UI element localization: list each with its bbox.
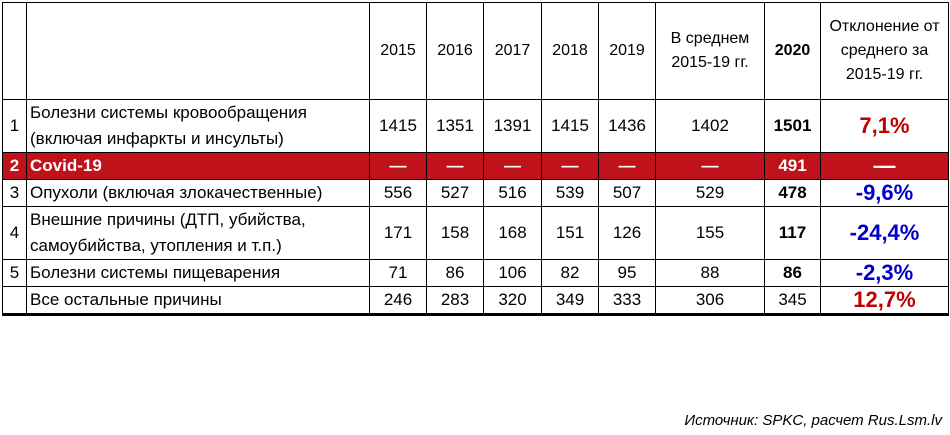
deviation-cell: -9,6% bbox=[820, 179, 949, 207]
value-cell: 478 bbox=[764, 179, 821, 207]
value-cell: 1436 bbox=[598, 99, 656, 153]
table-row: 4 Внешние причины (ДТП, убийства, самоуби… bbox=[2, 206, 949, 260]
cause-name: Все остальные причины bbox=[26, 286, 370, 315]
value-cell: 86 bbox=[426, 259, 484, 287]
value-cell: 155 bbox=[655, 206, 765, 260]
value-cell: 507 bbox=[598, 179, 656, 207]
deviation-cell: -24,4% bbox=[820, 206, 949, 260]
value-cell: 349 bbox=[541, 286, 599, 315]
cause-name: Опухоли (включая злокачественные) bbox=[26, 179, 370, 207]
value-cell: — bbox=[598, 152, 656, 180]
value-cell: — bbox=[541, 152, 599, 180]
value-cell: 71 bbox=[369, 259, 427, 287]
table-row: 2 Covid-19— — — — — —491— bbox=[2, 152, 949, 180]
value-cell: — bbox=[655, 152, 765, 180]
deviation-cell: 7,1% bbox=[820, 99, 949, 153]
value-cell: 126 bbox=[598, 206, 656, 260]
value-cell: 556 bbox=[369, 179, 427, 207]
deviation-cell: — bbox=[820, 152, 949, 180]
value-cell: 306 bbox=[655, 286, 765, 315]
value-cell: 320 bbox=[483, 286, 542, 315]
table-row: 5 Болезни системы пищеварения 71 86 106 82 95 8… bbox=[2, 259, 949, 287]
cause-name: Covid-19 bbox=[26, 152, 370, 180]
value-cell: — bbox=[426, 152, 484, 180]
value-cell: 283 bbox=[426, 286, 484, 315]
value-cell: 1351 bbox=[426, 99, 484, 153]
header-cell bbox=[26, 2, 370, 100]
value-cell: 246 bbox=[369, 286, 427, 315]
value-cell: 117 bbox=[764, 206, 821, 260]
value-cell: 86 bbox=[764, 259, 821, 287]
value-cell: 1391 bbox=[483, 99, 542, 153]
header-cell: 2018 bbox=[541, 2, 599, 100]
table-row: 1 Болезни системы кровообращения (включая… bbox=[2, 99, 949, 153]
row-number: 1 bbox=[2, 99, 27, 153]
header-cell: Отклонение от среднего за 2015-19 гг. bbox=[820, 2, 949, 100]
value-cell: 106 bbox=[483, 259, 542, 287]
header-cell: 2017 bbox=[483, 2, 542, 100]
value-cell: 491 bbox=[764, 152, 821, 180]
row-number: 4 bbox=[2, 206, 27, 260]
header-cell: В среднем 2015-19 гг. bbox=[655, 2, 765, 100]
value-cell: 1415 bbox=[541, 99, 599, 153]
value-cell: 1501 bbox=[764, 99, 821, 153]
table-row: Все остальные причины 246 283 320 349 333 306 3… bbox=[2, 286, 949, 315]
mortality-table: 2015 2016 2017 2018 2019 В среднем 2015-19 гг… bbox=[2, 2, 949, 316]
value-cell: 345 bbox=[764, 286, 821, 315]
header-cell bbox=[2, 2, 27, 100]
value-cell: 88 bbox=[655, 259, 765, 287]
row-number: 2 bbox=[2, 152, 27, 180]
header-row: 2015 2016 2017 2018 2019 В среднем 2015-19 гг… bbox=[2, 2, 949, 100]
value-cell: 529 bbox=[655, 179, 765, 207]
value-cell: 1415 bbox=[369, 99, 427, 153]
source-note: Источник: SPKC, расчет Rus.Lsm.lv bbox=[684, 412, 942, 429]
header-cell: 2020 bbox=[764, 2, 821, 100]
cause-name: Болезни системы пищеварения bbox=[26, 259, 370, 287]
value-cell: 539 bbox=[541, 179, 599, 207]
value-cell: 171 bbox=[369, 206, 427, 260]
deviation-cell: -2,3% bbox=[820, 259, 949, 287]
value-cell: 95 bbox=[598, 259, 656, 287]
header-cell: 2019 bbox=[598, 2, 656, 100]
row-number: 5 bbox=[2, 259, 27, 287]
cause-name: Болезни системы кровообращения (включая … bbox=[26, 99, 370, 153]
value-cell: — bbox=[483, 152, 542, 180]
cause-name: Внешние причины (ДТП, убийства, самоубий… bbox=[26, 206, 370, 260]
header-cell: 2016 bbox=[426, 2, 484, 100]
deviation-cell: 12,7% bbox=[820, 286, 949, 315]
value-cell: — bbox=[369, 152, 427, 180]
value-cell: 82 bbox=[541, 259, 599, 287]
table-row: 3 Опухоли (включая злокачественные) 556 527… bbox=[2, 179, 949, 207]
value-cell: 151 bbox=[541, 206, 599, 260]
value-cell: 158 bbox=[426, 206, 484, 260]
value-cell: 333 bbox=[598, 286, 656, 315]
value-cell: 1402 bbox=[655, 99, 765, 153]
value-cell: 168 bbox=[483, 206, 542, 260]
header-cell: 2015 bbox=[369, 2, 427, 100]
row-number: 3 bbox=[2, 179, 27, 207]
row-number bbox=[2, 286, 27, 315]
value-cell: 527 bbox=[426, 179, 484, 207]
value-cell: 516 bbox=[483, 179, 542, 207]
